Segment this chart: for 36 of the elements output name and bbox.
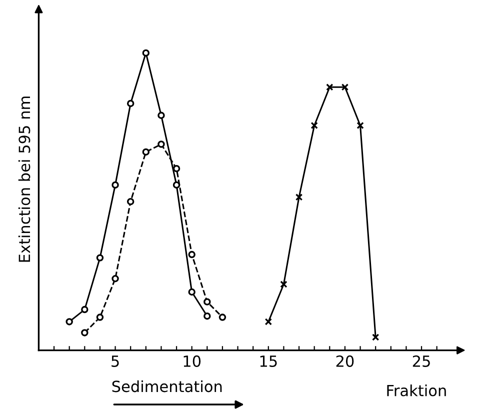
x-tick-label: 25 [412,355,430,367]
point [310,122,318,130]
point [142,148,150,156]
point [158,140,165,148]
point [204,298,211,306]
point [172,181,180,189]
point [218,314,226,321]
point [356,122,364,130]
point [295,194,303,201]
x-tick-label: 5 [112,356,119,367]
point [112,275,119,282]
point [172,164,180,172]
point [326,84,334,91]
point [341,84,349,91]
text: Sedimentation [112,380,222,392]
point [96,254,104,262]
point [142,49,150,57]
point [96,314,104,321]
x-tick-label: 10 [184,355,201,367]
point [81,306,88,314]
y-axis-title: Extinction bei 595 nm [18,96,30,262]
point [66,318,73,326]
point [204,312,211,320]
x-tick-label: 20 [336,355,354,367]
point [188,250,196,258]
point [188,288,196,296]
point [112,181,119,189]
point [126,100,134,108]
x-axis-title: Fraktion [387,384,446,396]
point [280,280,288,288]
point [158,112,165,119]
point [264,318,272,326]
x-tick-label: 15 [260,356,277,367]
point [372,334,380,341]
point [81,329,88,336]
point [126,198,134,206]
